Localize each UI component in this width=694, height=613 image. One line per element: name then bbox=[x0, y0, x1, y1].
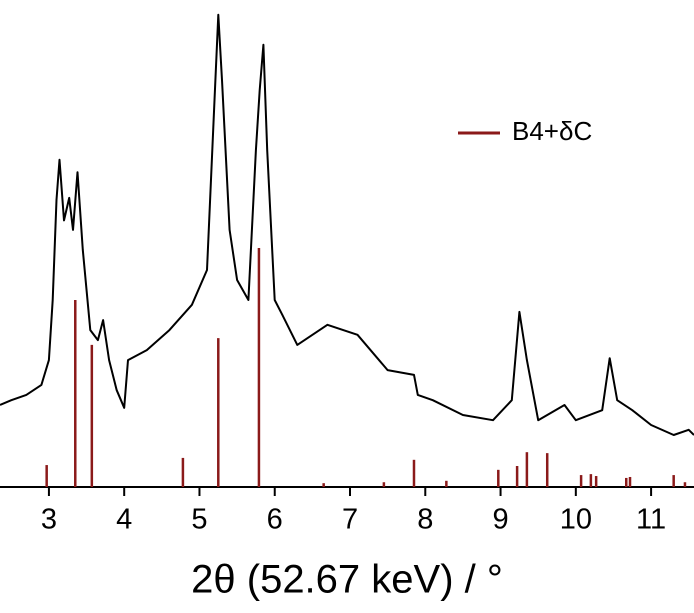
x-tick-label: 6 bbox=[267, 504, 283, 536]
x-tick-label: 9 bbox=[492, 504, 508, 536]
x-tick-label: 4 bbox=[116, 504, 132, 536]
x-tick-label: 10 bbox=[560, 504, 592, 536]
x-tick-label: 5 bbox=[191, 504, 207, 536]
x-tick-label: 7 bbox=[342, 504, 358, 536]
pattern-line bbox=[0, 13, 694, 436]
x-tick-label: 11 bbox=[636, 504, 666, 536]
x-axis-title: 2θ (52.67 keV) / ° bbox=[191, 558, 503, 602]
legend-label: B4+δC bbox=[512, 116, 592, 146]
x-tick-label: 3 bbox=[41, 504, 57, 536]
x-tick-label: 8 bbox=[417, 504, 433, 536]
